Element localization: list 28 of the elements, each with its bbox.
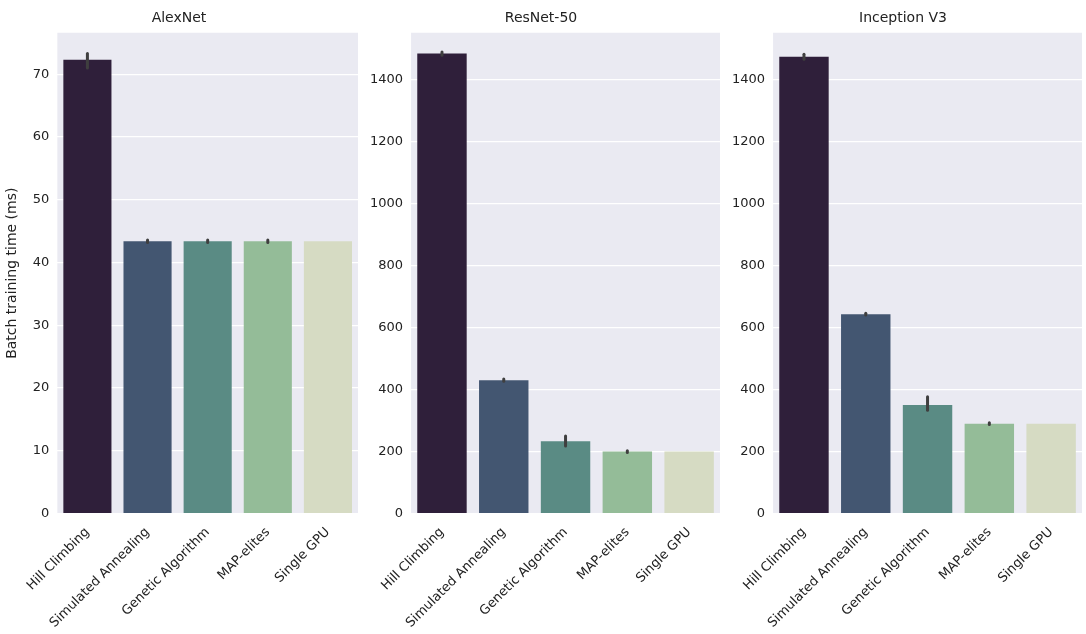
y-tick-label: 50 (32, 191, 50, 207)
y-tick-label: 70 (32, 65, 50, 81)
y-tick-label: 600 (378, 318, 404, 334)
y-tick-label: 200 (378, 442, 404, 458)
y-tick-label: 800 (740, 256, 766, 272)
y-tick-label: 600 (740, 318, 766, 334)
y-tick-label: 30 (32, 316, 50, 332)
y-tick-label: 1400 (731, 70, 766, 86)
y-tick-label: 1000 (731, 194, 766, 210)
y-tick-label: 1200 (731, 132, 766, 148)
y-tick-label: 0 (394, 504, 404, 520)
y-tick-label: 40 (32, 253, 50, 269)
y-tick-label: 1400 (369, 70, 404, 86)
y-tick-label: 1000 (369, 194, 404, 210)
chart-title: AlexNet (151, 9, 207, 26)
y-tick-label: 1200 (369, 132, 404, 148)
y-tick-label: 200 (740, 442, 766, 458)
y-tick-label: 400 (378, 380, 404, 396)
y-tick-label: 10 (32, 442, 50, 458)
y-tick-label: 800 (378, 256, 404, 272)
y-tick-label: 0 (756, 504, 766, 520)
chart-title: ResNet-50 (504, 9, 578, 26)
y-tick-label: 60 (32, 128, 50, 144)
y-tick-label: 400 (740, 380, 766, 396)
y-axis-title: Batch training time (ms) (3, 187, 20, 359)
y-tick-label: 0 (41, 504, 50, 520)
y-tick-label: 20 (32, 379, 50, 395)
chart-title: Inception V3 (859, 9, 947, 26)
